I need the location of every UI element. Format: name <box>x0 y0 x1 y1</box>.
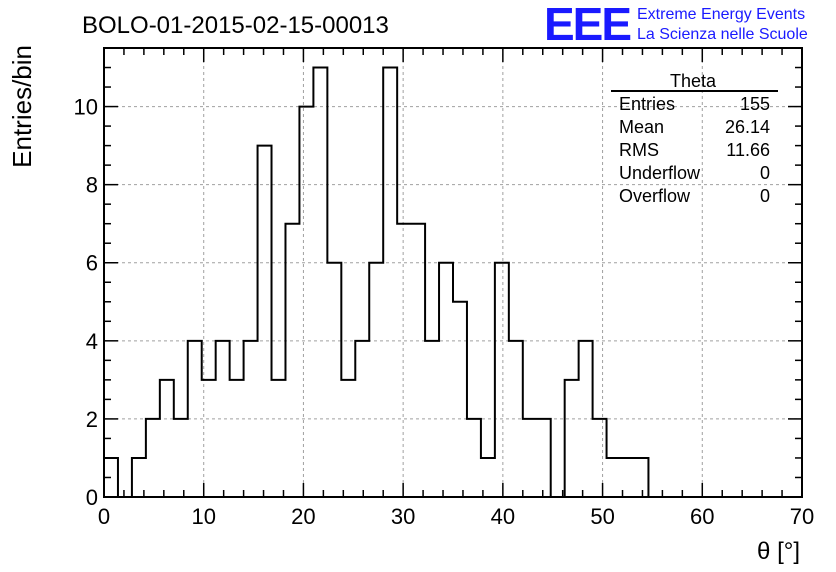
x-tick-label: 40 <box>491 504 515 529</box>
y-tick-label: 0 <box>86 485 98 510</box>
x-tick-label: 60 <box>690 504 714 529</box>
eee-logo: EEE Extreme Energy Events La Scienza nel… <box>544 0 808 50</box>
y-tick-label: 2 <box>86 407 98 432</box>
x-tick-label: 70 <box>790 504 814 529</box>
x-tick-label: 0 <box>98 504 110 529</box>
stats-row-value: 155 <box>740 94 770 114</box>
stats-row-value: 26.14 <box>725 117 770 137</box>
stats-rows: Entries 155 Mean 26.14 RMS 11.66 Underflow 0 Ove… <box>619 94 770 206</box>
stats-title: Theta <box>670 71 717 91</box>
eee-logo-line1: Extreme Energy Events <box>637 6 805 23</box>
chart-title: BOLO-01-2015-02-15-00013 <box>82 12 389 39</box>
stats-row-label: Underflow <box>619 163 701 183</box>
y-tick-label: 8 <box>86 173 98 198</box>
y-axis-label: Entries/bin <box>7 45 37 168</box>
stats-box: Theta Entries 155 Mean 26.14 RMS 11.66 Underfl… <box>611 71 778 206</box>
stats-row-value: 0 <box>760 163 770 183</box>
x-tick-label: 10 <box>191 504 215 529</box>
x-tick-label: 30 <box>391 504 415 529</box>
stats-row-value: 11.66 <box>726 140 770 160</box>
stats-row-value: 0 <box>760 186 770 206</box>
x-axis-label: θ [°] <box>757 538 800 565</box>
stats-row-label: Overflow <box>619 186 691 206</box>
eee-logo-mark: EEE <box>544 0 630 50</box>
axis-ticks: 0 10 20 30 40 50 60 70 0 2 4 6 8 10 <box>74 48 815 529</box>
y-tick-label: 10 <box>74 95 98 120</box>
stats-row-label: Entries <box>619 94 675 114</box>
y-tick-label: 4 <box>86 329 98 354</box>
x-tick-label: 50 <box>590 504 614 529</box>
stats-row-label: Mean <box>619 117 664 137</box>
stats-row-label: RMS <box>619 140 659 160</box>
histogram-line <box>104 68 662 497</box>
y-tick-label: 6 <box>86 251 98 276</box>
eee-logo-line2: La Scienza nelle Scuole <box>637 26 808 43</box>
x-tick-label: 20 <box>291 504 315 529</box>
